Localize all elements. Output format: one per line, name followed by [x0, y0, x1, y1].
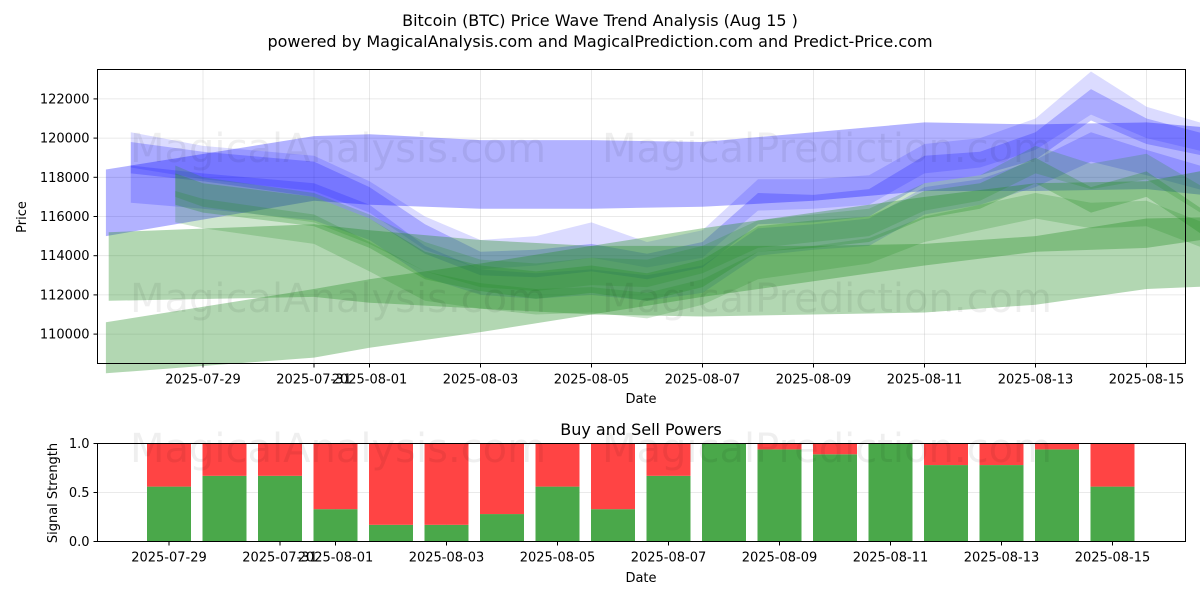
price-watermarks: MagicalAnalysis.com MagicalPrediction.co…: [130, 126, 1052, 322]
signal-x-tick-label: 2025-08-09: [742, 551, 818, 566]
signal-bars: [147, 443, 1135, 542]
price-band-green-6: [175, 157, 1200, 301]
price-y-tick-label: 120000: [40, 132, 90, 147]
price-band-green-4: [108, 217, 1200, 317]
sell-bar: [424, 443, 469, 525]
signal-x-axis-label: Date: [625, 571, 656, 586]
buy-bar: [1090, 486, 1135, 542]
buy-bar: [1035, 449, 1079, 542]
price-x-tick-label: 2025-08-11: [887, 373, 963, 388]
buy-bar: [424, 524, 469, 542]
signal-x-tick-label: 2025-08-01: [298, 551, 374, 566]
buy-bar: [258, 475, 302, 542]
signal-x-tick-label: 2025-07-29: [131, 551, 207, 566]
signal-y-tick-label: 0.5: [69, 486, 90, 501]
price-x-tick-label: 2025-08-07: [665, 373, 741, 388]
price-band-blue-2: [130, 71, 1200, 270]
signal-y-tick-label: 1.0: [69, 437, 90, 452]
sell-bar: [202, 443, 247, 476]
signal-y-ticks: 0.0 0.5 1.0: [69, 437, 98, 550]
price-y-tick-label: 118000: [40, 171, 90, 186]
signal-x-tick-label: 2025-07-31: [242, 551, 318, 566]
buy-bar: [702, 443, 746, 542]
price-y-tick-label: 110000: [40, 328, 90, 343]
sell-bar: [757, 443, 802, 450]
sell-bar: [480, 443, 524, 515]
signal-y-axis-label: Signal Strength: [46, 443, 61, 543]
buy-bar: [813, 454, 857, 542]
price-x-tick-label: 2025-08-15: [1109, 373, 1185, 388]
price-x-tick-label: 2025-08-09: [776, 373, 852, 388]
price-band-blue-3: [130, 132, 1200, 301]
watermark-analysis-top-1: MagicalAnalysis.com: [130, 126, 546, 172]
chart-title-line1: Bitcoin (BTC) Price Wave Trend Analysis …: [402, 11, 798, 30]
price-x-tick-label: 2025-08-05: [554, 373, 630, 388]
sell-bar: [1090, 443, 1135, 487]
watermark-prediction-top-2: MagicalPrediction.com: [602, 276, 1052, 322]
watermark-prediction-top-1: MagicalPrediction.com: [602, 126, 1052, 172]
sell-bar: [1035, 443, 1079, 450]
price-y-tick-label: 114000: [40, 249, 90, 264]
price-y-tick-label: 116000: [40, 210, 90, 225]
buy-bar: [535, 486, 580, 542]
price-y-ticks: 110000 112000 114000 116000 118000 120000 1220…: [40, 92, 98, 343]
price-band-blue-0: [105, 122, 1200, 237]
price-x-tick-label: 2025-07-29: [165, 373, 241, 388]
buy-bar: [202, 475, 247, 542]
price-x-tick-label: 2025-07-31: [276, 373, 352, 388]
sell-bar: [646, 443, 691, 476]
price-y-axis-label: Price: [15, 201, 30, 233]
sell-bar: [979, 443, 1024, 466]
buy-bar: [369, 524, 413, 542]
chart-titles: Bitcoin (BTC) Price Wave Trend Analysis …: [267, 11, 932, 51]
sell-bar: [591, 443, 635, 510]
signal-x-tick-label: 2025-08-11: [853, 551, 929, 566]
price-band-green-8: [175, 145, 1200, 291]
sell-bar: [369, 443, 413, 525]
signal-y-tick-label: 0.0: [69, 535, 90, 550]
sell-bar: [535, 443, 580, 487]
buy-bar: [868, 443, 913, 542]
buy-bar: [979, 465, 1024, 542]
price-band-green-7: [175, 191, 1200, 319]
price-band-green-5: [105, 171, 1200, 374]
sell-bar: [147, 443, 191, 487]
buy-bar: [924, 465, 968, 542]
price-bands: [105, 71, 1200, 374]
price-y-tick-label: 122000: [40, 92, 90, 107]
price-x-tick-label: 2025-08-03: [443, 373, 519, 388]
signal-x-tick-label: 2025-08-15: [1075, 551, 1151, 566]
buy-bar: [646, 475, 691, 542]
price-y-tick-label: 112000: [40, 288, 90, 303]
price-x-tick-label: 2025-08-01: [332, 373, 408, 388]
chart-title-line2: powered by MagicalAnalysis.com and Magic…: [267, 32, 932, 51]
signal-chart-title: Buy and Sell Powers: [560, 420, 722, 439]
buy-bar: [757, 449, 802, 542]
signal-x-tick-label: 2025-08-03: [409, 551, 485, 566]
buy-bar: [591, 509, 635, 542]
price-band-blue-1: [130, 89, 1200, 280]
price-x-axis-label: Date: [625, 392, 656, 407]
sell-bar: [313, 443, 358, 510]
signal-x-tick-label: 2025-08-07: [631, 551, 707, 566]
sell-bar: [258, 443, 302, 476]
buy-bar: [147, 486, 191, 542]
buy-bar: [313, 509, 358, 542]
price-x-tick-label: 2025-08-13: [998, 373, 1074, 388]
sell-bar: [924, 443, 968, 466]
watermark-analysis-top-2: MagicalAnalysis.com: [130, 276, 546, 322]
signal-x-tick-label: 2025-08-05: [520, 551, 596, 566]
buy-bar: [480, 514, 524, 542]
sell-bar: [813, 443, 857, 455]
signal-x-tick-label: 2025-08-13: [964, 551, 1040, 566]
watermark-analysis-bottom: MagicalAnalysis.com: [130, 426, 546, 472]
price-grid: [97, 69, 1186, 364]
watermark-prediction-bottom: MagicalPrediction.com: [602, 426, 1052, 472]
signal-watermarks: MagicalAnalysis.com MagicalPrediction.co…: [130, 426, 1052, 472]
